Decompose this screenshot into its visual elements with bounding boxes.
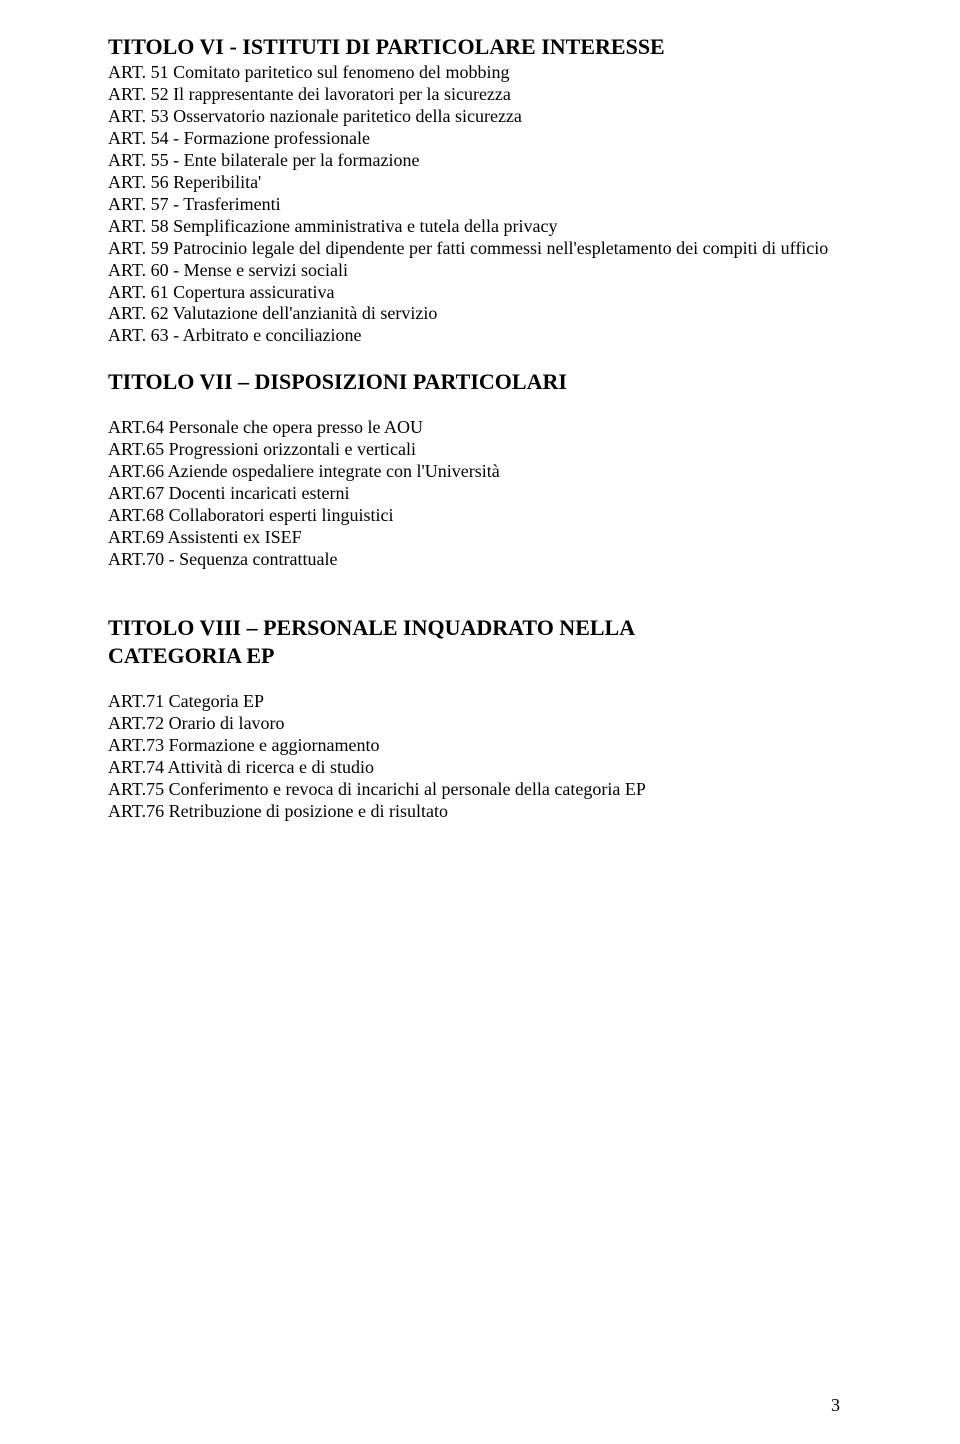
- titolo-7-heading: TITOLO VII – DISPOSIZIONI PARTICOLARI: [108, 369, 852, 395]
- art-62: ART. 62 Valutazione dell'anzianità di se…: [108, 303, 852, 325]
- art-51: ART. 51 Comitato paritetico sul fenomeno…: [108, 62, 852, 84]
- art-66: ART.66 Aziende ospedaliere integrate con…: [108, 461, 852, 483]
- art-68: ART.68 Collaboratori esperti linguistici: [108, 505, 852, 527]
- art-56: ART. 56 Reperibilita': [108, 172, 852, 194]
- art-59: ART. 59 Patrocinio legale del dipendente…: [108, 238, 852, 260]
- art-57: ART. 57 - Trasferimenti: [108, 194, 852, 216]
- art-61: ART. 61 Copertura assicurativa: [108, 282, 852, 304]
- art-71: ART.71 Categoria EP: [108, 691, 852, 713]
- art-52: ART. 52 Il rappresentante dei lavoratori…: [108, 84, 852, 106]
- art-58: ART. 58 Semplificazione amministrativa e…: [108, 216, 852, 238]
- page-number: 3: [831, 1395, 840, 1416]
- titolo-8-heading-line2: CATEGORIA EP: [108, 643, 852, 669]
- art-54: ART. 54 - Formazione professionale: [108, 128, 852, 150]
- art-65: ART.65 Progressioni orizzontali e vertic…: [108, 439, 852, 461]
- art-67: ART.67 Docenti incaricati esterni: [108, 483, 852, 505]
- art-76: ART.76 Retribuzione di posizione e di ri…: [108, 801, 852, 823]
- art-60: ART. 60 - Mense e servizi sociali: [108, 260, 852, 282]
- art-75: ART.75 Conferimento e revoca di incarich…: [108, 779, 852, 801]
- art-64: ART.64 Personale che opera presso le AOU: [108, 417, 852, 439]
- art-72: ART.72 Orario di lavoro: [108, 713, 852, 735]
- titolo-6-heading: TITOLO VI - ISTITUTI DI PARTICOLARE INTE…: [108, 34, 852, 60]
- art-70: ART.70 - Sequenza contrattuale: [108, 549, 852, 571]
- art-53: ART. 53 Osservatorio nazionale paritetic…: [108, 106, 852, 128]
- art-74: ART.74 Attività di ricerca e di studio: [108, 757, 852, 779]
- art-55: ART. 55 - Ente bilaterale per la formazi…: [108, 150, 852, 172]
- art-73: ART.73 Formazione e aggiornamento: [108, 735, 852, 757]
- art-63: ART. 63 - Arbitrato e conciliazione: [108, 325, 852, 347]
- titolo-8-heading-line1: TITOLO VIII – PERSONALE INQUADRATO NELLA: [108, 615, 852, 641]
- art-69: ART.69 Assistenti ex ISEF: [108, 527, 852, 549]
